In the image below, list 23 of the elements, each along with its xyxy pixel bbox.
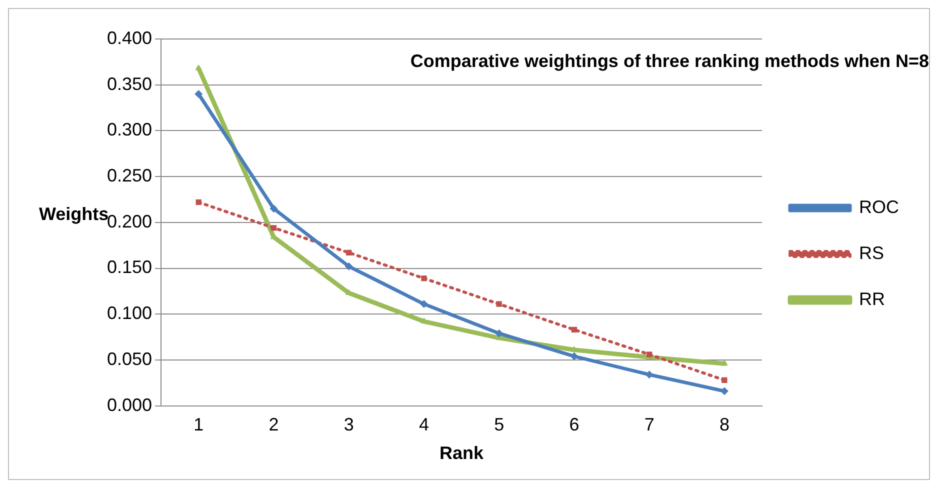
legend-label: RR bbox=[859, 288, 885, 309]
x-axis-title: Rank bbox=[440, 443, 485, 464]
legend-label: ROC bbox=[859, 196, 899, 217]
x-tick-label: 2 bbox=[268, 414, 279, 435]
y-tick-label: 0.400 bbox=[106, 28, 152, 48]
y-axis-title: Weights bbox=[39, 204, 109, 224]
y-tick-label: 0.150 bbox=[106, 257, 152, 278]
text: Comparative weightings of three ranking methods when N=8 bbox=[410, 51, 929, 72]
y-tick-label: 0.300 bbox=[106, 120, 152, 140]
x-tick-label: 1 bbox=[194, 414, 204, 435]
legend-label: RS bbox=[859, 242, 884, 263]
y-tick-label: 0.050 bbox=[106, 348, 152, 369]
y-tick-label: 0.350 bbox=[106, 74, 152, 94]
x-tick-label: 7 bbox=[644, 414, 654, 435]
y-tick-label: 0.100 bbox=[106, 303, 152, 324]
x-tick-label: 6 bbox=[569, 414, 580, 435]
y-tick-label: 0.250 bbox=[106, 166, 152, 186]
y-tick-label: 0.200 bbox=[106, 211, 152, 232]
y-tick-label: 0.000 bbox=[106, 394, 152, 415]
x-tick-label: 3 bbox=[344, 414, 354, 435]
x-tick-label: 8 bbox=[719, 414, 730, 435]
x-tick-label: 5 bbox=[494, 414, 504, 435]
x-tick-label: 4 bbox=[418, 414, 429, 435]
